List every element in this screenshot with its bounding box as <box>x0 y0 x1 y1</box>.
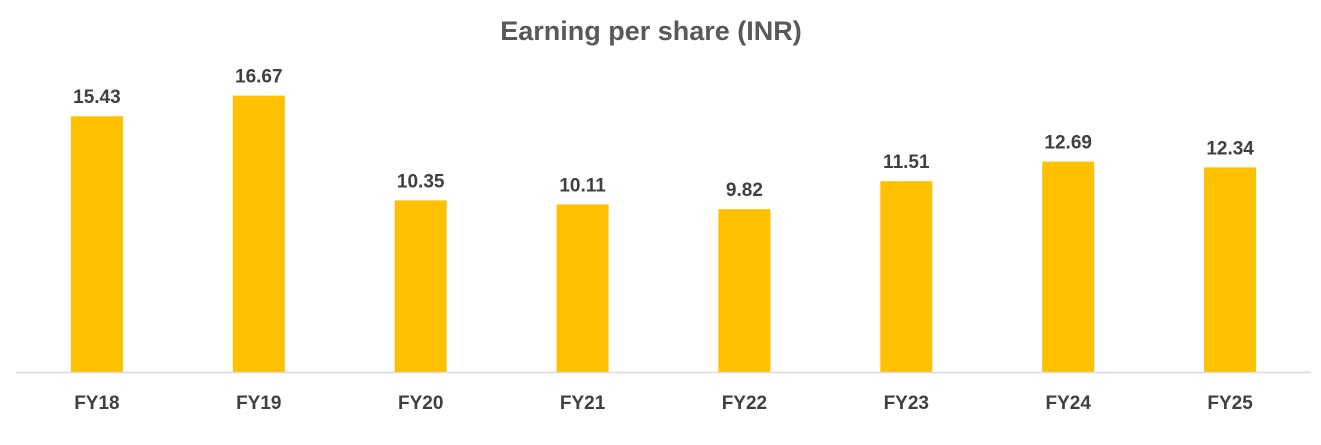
x-tick-label-fy19: FY19 <box>236 393 281 414</box>
bar-fy24 <box>1042 161 1095 372</box>
data-label-fy25: 12.34 <box>1206 138 1254 159</box>
bar-fy21 <box>556 204 609 372</box>
x-tick-label-fy21: FY21 <box>560 393 606 414</box>
bar-fy18 <box>70 116 123 372</box>
bar-fy20 <box>394 200 447 372</box>
x-tick-label-fy20: FY20 <box>398 393 443 414</box>
bar-fy25 <box>1204 167 1257 372</box>
x-tick-labels-layer: FY18 FY19 FY20 FY21 FY22 FY23 FY24 FY25 <box>74 393 1253 414</box>
data-label-fy22: 9.82 <box>726 180 763 201</box>
bar-fy22 <box>718 209 771 372</box>
data-label-fy23: 11.51 <box>883 152 930 173</box>
x-tick-label-fy18: FY18 <box>74 393 119 414</box>
data-label-fy19: 16.67 <box>235 67 283 88</box>
data-label-fy20: 10.35 <box>397 171 445 192</box>
x-tick-label-fy25: FY25 <box>1207 393 1253 414</box>
data-labels-layer: 15.43 16.67 10.35 10.11 9.82 11.51 12.69 12.34 <box>73 67 1254 202</box>
data-label-fy21: 10.11 <box>559 175 606 196</box>
data-label-fy18: 15.43 <box>73 87 121 108</box>
bar-fy19 <box>232 95 285 372</box>
x-tick-label-fy23: FY23 <box>884 393 929 414</box>
bar-fy23 <box>880 181 933 372</box>
bars-layer <box>70 95 1257 372</box>
x-tick-label-fy22: FY22 <box>722 393 767 414</box>
chart-title: Earning per share (INR) <box>500 16 802 46</box>
data-label-fy24: 12.69 <box>1044 133 1092 154</box>
x-tick-label-fy24: FY24 <box>1045 393 1091 414</box>
